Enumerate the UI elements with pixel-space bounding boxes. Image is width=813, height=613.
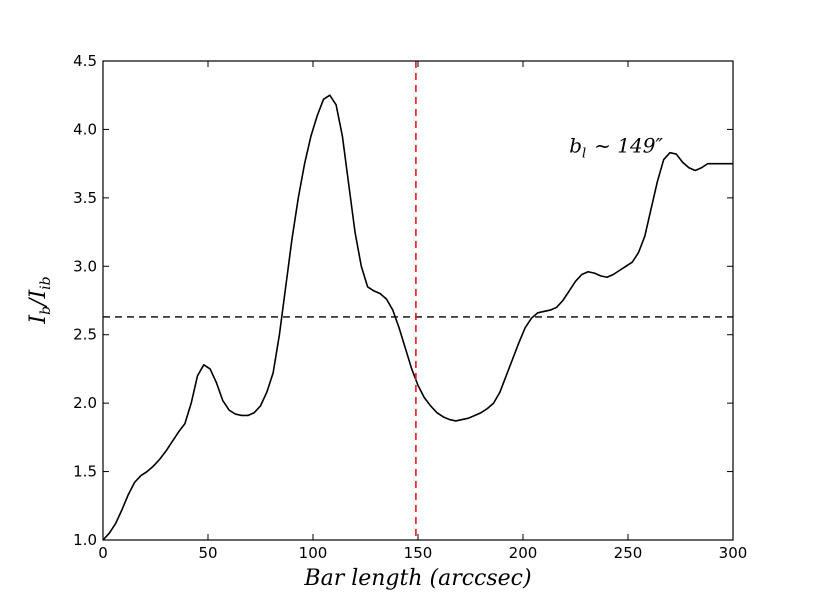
x-axis: 0 50 100 150 200 250 300: [98, 61, 747, 562]
x-tick-label: 0: [98, 544, 108, 562]
bar-length-annotation: bl ~ 149″: [569, 134, 663, 162]
plot-frame: [103, 61, 733, 540]
x-tick-label: 150: [404, 544, 433, 562]
y-tick-label: 1.0: [73, 531, 97, 549]
reference-lines: [103, 61, 733, 540]
x-tick-label: 100: [299, 544, 328, 562]
x-tick-label: 50: [198, 544, 217, 562]
y-label-sub-ib: ib: [38, 276, 54, 289]
y-tick-label: 4.5: [73, 52, 97, 70]
series-layer: [102, 94, 733, 541]
x-tick-label: 200: [509, 544, 538, 562]
x-axis-label: Bar length (arccsec): [303, 566, 531, 591]
y-tick-label: 2.0: [73, 394, 97, 412]
y-axis: 1.0 1.5 2.0 2.5 3.0 3.5 4.0 4.5: [73, 52, 733, 549]
y-label-sub-b: b: [38, 306, 54, 315]
y-tick-label: 2.5: [73, 326, 97, 344]
x-tick-label: 250: [614, 544, 643, 562]
y-tick-label: 3.0: [73, 257, 97, 275]
y-tick-label: 4.0: [73, 120, 97, 138]
plot-area: [102, 60, 734, 541]
y-axis-label: Ib/Iib: [26, 276, 54, 324]
series-line-0: [102, 94, 733, 541]
y-tick-label: 1.5: [73, 463, 97, 481]
y-tick-label: 3.5: [73, 189, 97, 207]
x-tick-label: 300: [719, 544, 748, 562]
